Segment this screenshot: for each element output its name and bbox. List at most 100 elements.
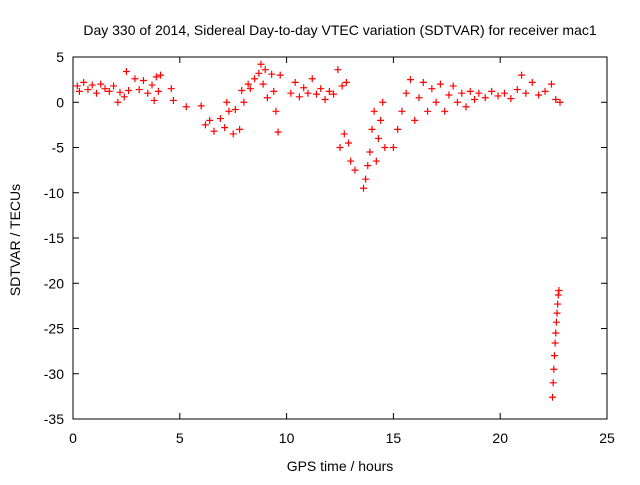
data-point [488,87,496,95]
data-point [259,80,267,88]
data-point [462,103,470,111]
data-point [522,89,530,97]
data-point [116,88,124,96]
data-segment [73,67,209,129]
data-point [330,90,338,98]
data-point [441,107,449,115]
data-point [402,89,410,97]
data-point [370,107,378,115]
data-point [84,86,92,94]
data-point [101,85,109,93]
data-point [347,157,355,165]
y-tick-label: 5 [56,49,64,65]
data-point [507,95,515,103]
data-point [246,85,254,93]
data-point [216,115,224,123]
data-point [550,352,558,360]
data-point [73,82,81,90]
data-point [518,71,526,79]
data-points [73,60,564,401]
data-segment [475,71,564,106]
data-point [251,75,259,83]
data-point [406,76,414,84]
y-tick-label: 0 [56,94,64,110]
data-point [182,103,190,111]
data-point [415,94,423,102]
data-point [167,85,175,93]
data-point [419,78,427,86]
data-point [122,67,130,75]
data-point [552,318,560,326]
data-point [359,184,367,192]
data-point [210,127,218,135]
data-point [120,93,128,101]
data-point [272,107,280,115]
data-point [139,77,147,85]
data-point [125,86,133,94]
data-point [449,82,457,90]
data-point [553,309,561,317]
axis-ticks: 0 5 10 15 20 25 5 0 -5 -10 -15 -20 -25 -30 -35 [44,49,615,446]
data-point [135,86,143,94]
data-point [304,89,312,97]
x-tick-label: 10 [279,430,295,446]
data-point [550,365,558,373]
data-point [364,162,372,170]
data-point [221,124,229,132]
y-tick-label: -35 [44,411,64,427]
data-point [494,92,502,100]
data-point [255,69,263,77]
data-segment [336,130,359,174]
data-point [379,98,387,106]
data-point [287,89,295,97]
data-point [432,98,440,106]
data-point [428,85,436,93]
data-point [206,116,214,124]
data-point [541,87,549,95]
data-point [144,89,152,97]
data-point [270,87,278,95]
data-point [535,91,543,99]
y-tick-label: -10 [44,185,64,201]
x-tick-label: 5 [176,430,184,446]
data-point [150,96,158,104]
data-point [549,393,557,401]
data-point [362,175,370,183]
data-point [261,66,269,74]
data-point [445,91,453,99]
y-axis-label: SDTVAR / TECUs [7,184,23,296]
data-point [131,75,139,83]
data-point [313,90,321,98]
data-point [453,98,461,106]
data-point [300,84,308,92]
data-point [500,89,508,97]
data-point [268,70,276,78]
data-point [481,94,489,102]
data-point [471,96,479,104]
data-point [236,125,244,133]
data-point [114,98,122,106]
data-point [97,80,105,88]
data-point [148,81,156,89]
data-point [552,96,560,104]
data-point [458,89,466,97]
data-point [411,116,419,124]
data-point [88,81,96,89]
plot-frame [72,56,608,420]
data-point [308,75,316,83]
data-point [201,121,209,129]
data-point [551,339,559,347]
y-tick-label: -30 [44,366,64,382]
data-point [554,300,562,308]
data-point [513,86,521,94]
data-segment [206,60,284,138]
x-tick-label: 0 [69,430,77,446]
y-tick-label: -25 [44,321,64,337]
data-point [345,139,353,147]
data-point [554,291,562,299]
data-point [276,71,284,79]
data-segment [359,98,389,192]
data-point [317,85,325,93]
x-axis-label: GPS time / hours [287,458,394,474]
